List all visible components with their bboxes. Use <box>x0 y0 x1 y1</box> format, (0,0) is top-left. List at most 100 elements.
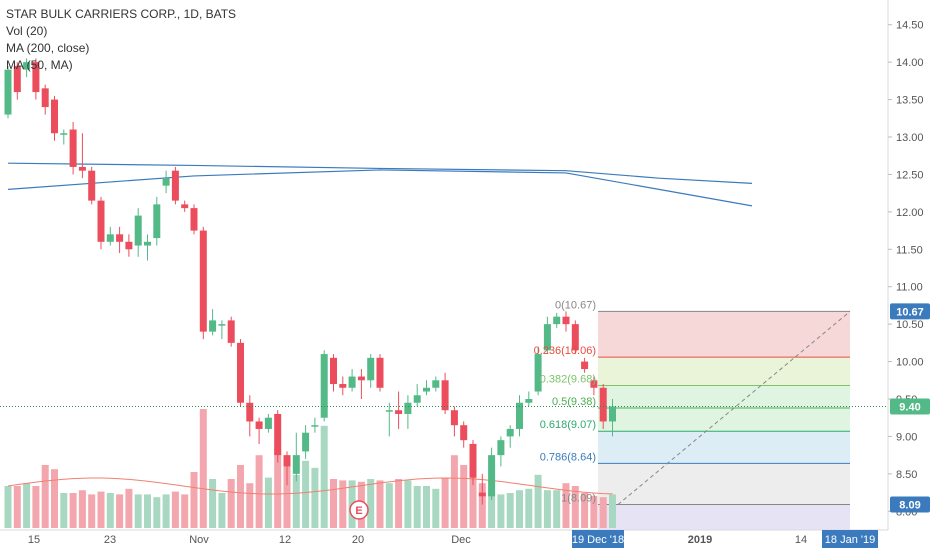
candle-body[interactable] <box>450 410 458 426</box>
candle-body[interactable] <box>553 316 561 325</box>
time-range-badge <box>822 530 878 548</box>
candle-body[interactable] <box>571 324 579 351</box>
candle-body[interactable] <box>171 170 179 201</box>
candle-body[interactable] <box>292 455 300 474</box>
candle-body[interactable] <box>51 99 58 134</box>
ma50-line[interactable] <box>7 169 753 207</box>
candle-body[interactable] <box>404 402 412 414</box>
candle-body[interactable] <box>497 440 505 456</box>
candle-body[interactable] <box>525 399 533 403</box>
candle-body[interactable] <box>609 406 616 422</box>
volume-bar <box>171 491 179 528</box>
candle-body[interactable] <box>395 410 403 414</box>
volume-bar <box>106 493 114 528</box>
price-badge-label: 8.09 <box>899 500 920 512</box>
candle-body[interactable] <box>339 384 347 388</box>
candle-body[interactable] <box>311 425 319 427</box>
candle-body[interactable] <box>469 443 477 478</box>
candle-body[interactable] <box>516 402 523 429</box>
candle-body[interactable] <box>330 357 337 385</box>
candle-body[interactable] <box>41 88 49 108</box>
candle-body[interactable] <box>562 316 570 325</box>
volume-bar <box>60 493 68 528</box>
candle-body[interactable] <box>134 215 142 246</box>
candle-body[interactable] <box>534 354 542 392</box>
volume-bar <box>4 486 12 528</box>
fib-level-label: 0.786(8.64) <box>540 451 596 463</box>
candle-body[interactable] <box>376 357 384 388</box>
candle-body[interactable] <box>283 455 291 467</box>
volume-bar <box>599 497 607 528</box>
volume-bar <box>478 483 486 528</box>
candle-body[interactable] <box>106 234 114 242</box>
volume-bar <box>543 490 551 528</box>
candle-body[interactable] <box>274 413 282 456</box>
candle-body[interactable] <box>543 324 551 351</box>
candle-body[interactable] <box>227 320 235 343</box>
price-tick-label: 14.00 <box>896 57 924 69</box>
volume-bar <box>441 477 449 528</box>
candle-body[interactable] <box>441 380 449 411</box>
candle-body[interactable] <box>367 357 375 381</box>
legend-volume[interactable]: Vol (20) <box>6 24 48 38</box>
volume-bar <box>302 460 310 528</box>
candle-body[interactable] <box>413 395 421 403</box>
candle-body[interactable] <box>302 432 310 452</box>
candle-body[interactable] <box>144 241 151 246</box>
fib-trend-line[interactable] <box>617 311 851 505</box>
candle-body[interactable] <box>590 380 598 388</box>
candle-body[interactable] <box>255 421 263 429</box>
candle-body[interactable] <box>478 492 486 497</box>
candle-body[interactable] <box>181 204 189 209</box>
volume-bar <box>571 486 579 528</box>
earnings-marker[interactable] <box>349 500 369 520</box>
candle-body[interactable] <box>4 69 12 115</box>
candle-body[interactable] <box>97 200 105 242</box>
candle-body[interactable] <box>348 376 356 388</box>
ma200-line[interactable] <box>7 162 753 185</box>
candle-body[interactable] <box>32 62 40 93</box>
time-tick-label: 20 <box>352 534 364 546</box>
candle-body[interactable] <box>432 380 440 388</box>
candle-body[interactable] <box>13 65 21 93</box>
candle-body[interactable] <box>599 387 607 422</box>
time-tick-label: 15 <box>28 534 40 546</box>
candle-body[interactable] <box>88 170 96 201</box>
candle-body[interactable] <box>237 342 244 403</box>
volume-bar <box>23 483 31 528</box>
volume-bar <box>246 483 254 528</box>
candle-body[interactable] <box>385 410 393 412</box>
candle-body[interactable] <box>488 455 496 497</box>
candle-body[interactable] <box>125 241 133 250</box>
candle-body[interactable] <box>23 62 31 70</box>
fib-band <box>598 311 850 358</box>
volume-bar <box>144 494 151 528</box>
candle-body[interactable] <box>69 129 77 167</box>
candle-body[interactable] <box>320 354 328 418</box>
candle-body[interactable] <box>423 387 430 392</box>
candle-body[interactable] <box>357 376 365 381</box>
candle-body[interactable] <box>78 166 86 171</box>
fib-band <box>598 431 850 464</box>
price-tick-label: 8.50 <box>896 469 917 481</box>
candle-body[interactable] <box>209 320 217 332</box>
candle-body[interactable] <box>60 133 68 135</box>
candle-body[interactable] <box>264 417 272 429</box>
candle-body[interactable] <box>506 428 514 437</box>
candle-body[interactable] <box>460 425 468 441</box>
candle-body[interactable] <box>218 324 226 326</box>
volume-bar <box>506 493 514 528</box>
volume-bar <box>227 479 235 528</box>
candle-body[interactable] <box>190 208 198 231</box>
volume-bar <box>413 486 421 528</box>
candle-body[interactable] <box>153 204 161 239</box>
candle-body[interactable] <box>199 230 207 332</box>
fib-band <box>598 385 850 408</box>
candle-body[interactable] <box>246 402 254 422</box>
candle-body[interactable] <box>116 234 124 242</box>
candle-body[interactable] <box>162 178 170 186</box>
legend-ma200[interactable]: MA (200, close) <box>6 41 90 55</box>
legend-ma50[interactable]: MA (50, MA) <box>6 58 73 72</box>
candle-body[interactable] <box>581 361 589 370</box>
